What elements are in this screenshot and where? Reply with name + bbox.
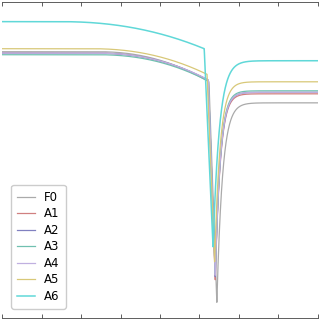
A1 xyxy=(0,51,4,55)
Line: A3: A3 xyxy=(2,55,318,274)
F0 xyxy=(58,50,61,54)
A3 xyxy=(260,89,264,93)
A5 xyxy=(213,260,217,264)
A5 xyxy=(121,48,125,52)
A5 xyxy=(260,80,264,84)
A1 xyxy=(189,70,193,74)
A6 xyxy=(205,120,209,124)
A6 xyxy=(316,59,320,63)
A2 xyxy=(121,52,125,56)
F0 xyxy=(205,79,209,83)
A6 xyxy=(121,24,125,28)
A5 xyxy=(236,82,240,86)
A5 xyxy=(58,47,61,51)
A2 xyxy=(0,51,4,55)
A2 xyxy=(316,91,320,94)
A3 xyxy=(236,91,240,95)
A1 xyxy=(205,78,209,82)
F0 xyxy=(189,71,193,75)
A4 xyxy=(58,51,61,55)
A4 xyxy=(205,77,209,81)
A4 xyxy=(316,91,320,94)
A1 xyxy=(316,92,320,96)
A3 xyxy=(121,54,125,58)
A3 xyxy=(213,272,217,276)
A3 xyxy=(0,53,4,57)
A3 xyxy=(189,71,193,75)
A1 xyxy=(58,51,61,55)
A5 xyxy=(0,47,4,51)
A2 xyxy=(260,91,264,94)
F0 xyxy=(0,50,4,54)
A2 xyxy=(236,92,240,96)
A4 xyxy=(213,273,217,277)
A4 xyxy=(189,70,193,74)
F0 xyxy=(215,300,219,304)
A2 xyxy=(213,275,217,279)
A1 xyxy=(121,52,125,56)
A2 xyxy=(205,78,209,82)
A6 xyxy=(260,59,264,63)
Line: A6: A6 xyxy=(2,22,318,247)
F0 xyxy=(121,51,125,55)
A5 xyxy=(316,80,320,84)
F0 xyxy=(236,106,240,110)
A4 xyxy=(121,52,125,56)
A4 xyxy=(260,91,264,94)
A1 xyxy=(260,92,264,96)
A1 xyxy=(213,278,217,282)
A3 xyxy=(205,79,209,83)
A6 xyxy=(236,62,240,66)
Line: A5: A5 xyxy=(2,49,318,262)
A2 xyxy=(58,51,61,55)
A5 xyxy=(205,83,209,87)
A3 xyxy=(58,53,61,57)
F0 xyxy=(260,101,264,105)
Legend: F0, A1, A2, A3, A4, A5, A6: F0, A1, A2, A3, A4, A5, A6 xyxy=(11,185,66,309)
A4 xyxy=(236,92,240,96)
Line: F0: F0 xyxy=(2,52,318,302)
A5 xyxy=(189,66,193,69)
A6 xyxy=(0,20,4,24)
F0 xyxy=(316,101,320,105)
A2 xyxy=(189,70,193,74)
A6 xyxy=(189,42,193,46)
A4 xyxy=(0,51,4,55)
A6 xyxy=(211,245,215,249)
A1 xyxy=(236,94,240,98)
Line: A4: A4 xyxy=(2,53,318,275)
A3 xyxy=(316,89,320,93)
Line: A2: A2 xyxy=(2,53,318,277)
Line: A1: A1 xyxy=(2,53,318,280)
A6 xyxy=(58,20,61,24)
